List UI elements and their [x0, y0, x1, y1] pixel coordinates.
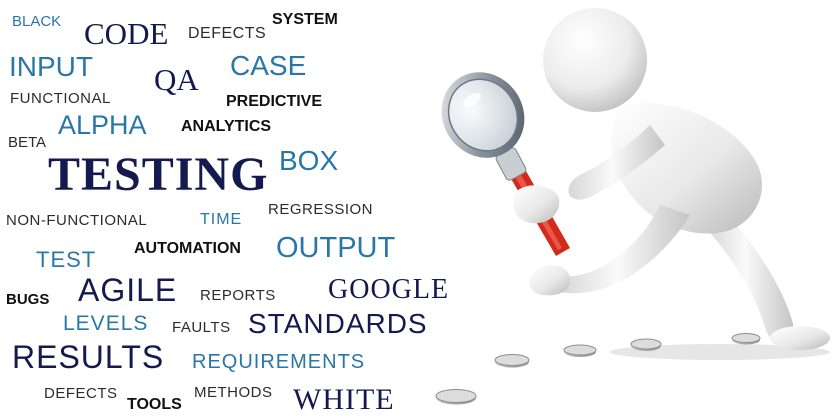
word-test: TEST	[36, 247, 97, 272]
coin-icon	[494, 354, 530, 368]
word-requirements: REQUIREMENTS	[192, 351, 366, 373]
word-automation: AUTOMATION	[134, 240, 241, 257]
coin-icon	[435, 389, 477, 405]
word-white: WHITE	[293, 383, 395, 416]
hand	[513, 185, 560, 224]
front-leg	[529, 205, 690, 296]
word-predictive: PREDICTIVE	[226, 93, 323, 110]
word-functional: FUNCTIONAL	[10, 90, 111, 107]
word-testing: TESTING	[48, 148, 269, 201]
head	[543, 8, 647, 112]
word-standards: STANDARDS	[248, 308, 428, 339]
word-tools: TOOLS	[127, 396, 182, 413]
figure-icon	[435, 8, 830, 405]
ground-shadow	[610, 344, 830, 360]
word-google: GOOGLE	[328, 274, 450, 305]
word-box: BOX	[279, 145, 339, 176]
word-code: CODE	[84, 16, 169, 51]
word-regression: REGRESSION	[268, 201, 374, 218]
word-time: TIME	[200, 211, 243, 228]
word-agile: AGILE	[78, 272, 178, 308]
word-methods: METHODS	[194, 384, 273, 401]
word-results: RESULTS	[12, 339, 165, 375]
word-output: OUTPUT	[276, 232, 396, 264]
word-alpha: ALPHA	[58, 110, 147, 140]
word-bugs: BUGS	[6, 291, 50, 308]
magnifying-glass-icon	[441, 72, 570, 256]
word-faults: FAULTS	[172, 319, 231, 336]
word-input: INPUT	[9, 51, 93, 82]
back-leg	[706, 205, 830, 350]
coin-icon	[563, 344, 597, 357]
word-defects: DEFECTS	[188, 25, 267, 42]
word-analytics: ANALYTICS	[181, 118, 272, 135]
word-defects: DEFECTS	[44, 385, 118, 402]
word-black: BLACK	[12, 13, 62, 30]
coin-icon	[731, 333, 761, 345]
word-system: SYSTEM	[272, 11, 338, 28]
word-non-functional: NON-FUNCTIONAL	[6, 212, 148, 229]
arm	[568, 125, 665, 200]
word-case: CASE	[230, 50, 307, 81]
word-levels: LEVELS	[63, 312, 149, 335]
coin-icon	[630, 338, 662, 351]
word-beta: BETA	[8, 134, 47, 151]
word-reports: REPORTS	[200, 287, 276, 304]
word-qa: QA	[154, 62, 199, 97]
